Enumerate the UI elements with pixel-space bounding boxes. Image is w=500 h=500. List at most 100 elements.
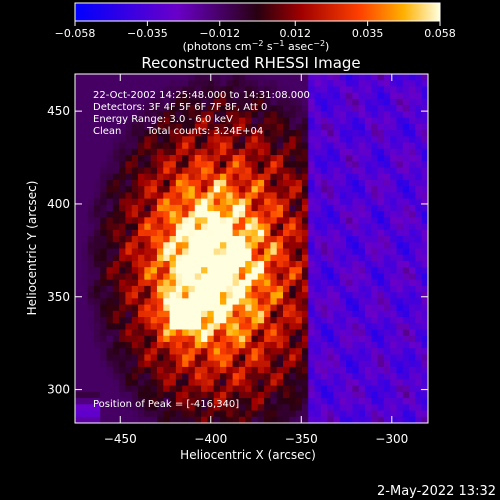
heatmap-cell: [270, 173, 278, 181]
heatmap-cell: [409, 229, 416, 237]
heatmap-cell: [245, 304, 253, 312]
heatmap-cell: [182, 142, 190, 150]
heatmap-cell: [163, 136, 171, 144]
heatmap-cell: [125, 179, 133, 187]
heatmap-cell: [100, 142, 108, 150]
heatmap-cell: [100, 248, 108, 256]
heatmap-cell: [175, 335, 183, 343]
heatmap-cell: [283, 211, 290, 218]
heatmap-cell: [390, 179, 398, 187]
heatmap-cell: [371, 285, 379, 293]
heatmap-cell: [383, 204, 391, 212]
heatmap-cell: [163, 310, 171, 318]
heatmap-cell: [421, 323, 428, 331]
heatmap-cell: [346, 335, 353, 343]
heatmap-cell: [207, 80, 215, 88]
heatmap-cell: [219, 404, 227, 412]
heatmap-cell: [383, 335, 391, 343]
heatmap-cell: [232, 98, 240, 106]
heatmap-cell: [119, 366, 127, 374]
heatmap-cell: [358, 273, 366, 281]
heatmap-cell: [100, 317, 108, 324]
heatmap-cell: [245, 391, 253, 399]
heatmap-cell: [339, 248, 347, 256]
heatmap-cell: [264, 416, 272, 423]
heatmap-cell: [112, 204, 120, 212]
heatmap-cell: [163, 292, 171, 299]
heatmap-cell: [238, 142, 246, 150]
heatmap-cell: [119, 123, 127, 131]
heatmap-cell: [106, 360, 114, 368]
heatmap-cell: [314, 373, 322, 380]
heatmap-cell: [358, 292, 366, 299]
heatmap-cell: [314, 273, 322, 281]
heatmap-cell: [301, 217, 309, 225]
heatmap-cell: [333, 211, 341, 218]
heatmap-cell: [396, 335, 404, 343]
heatmap-cell: [169, 179, 177, 187]
heatmap-cell: [364, 204, 372, 212]
heatmap-cell: [219, 229, 227, 237]
heatmap-cell: [245, 404, 253, 412]
heatmap-cell: [396, 117, 404, 125]
heatmap-cell: [402, 348, 410, 356]
heatmap-cell: [150, 92, 158, 100]
heatmap-cell: [390, 130, 398, 137]
heatmap-cell: [409, 123, 416, 131]
heatmap-cell: [100, 229, 108, 237]
heatmap-cell: [264, 304, 272, 312]
heatmap-cell: [289, 74, 297, 81]
heatmap-cell: [383, 404, 391, 412]
heatmap-cell: [245, 267, 253, 275]
heatmap-cell: [100, 416, 108, 423]
heatmap-cell: [175, 123, 183, 131]
heatmap-cell: [232, 410, 240, 418]
heatmap-cell: [201, 285, 208, 293]
heatmap-cell: [75, 360, 82, 368]
heatmap-cell: [283, 404, 290, 412]
heatmap-cell: [144, 186, 152, 194]
heatmap-cell: [188, 254, 196, 262]
heatmap-cell: [144, 74, 152, 81]
heatmap-cell: [188, 80, 196, 88]
heatmap-cell: [276, 204, 284, 212]
heatmap-cell: [106, 292, 114, 299]
heatmap-cell: [194, 341, 202, 349]
heatmap-cell: [138, 298, 145, 306]
heatmap-cell: [346, 229, 353, 237]
heatmap-cell: [131, 167, 139, 175]
heatmap-cell: [421, 179, 428, 187]
heatmap-cell: [264, 379, 272, 387]
heatmap-cell: [346, 410, 353, 418]
heatmap-cell: [295, 117, 303, 125]
heatmap-cell: [301, 391, 309, 399]
heatmap-cell: [226, 404, 234, 412]
heatmap-cell: [194, 273, 202, 281]
heatmap-cell: [207, 223, 215, 231]
heatmap-cell: [333, 142, 341, 150]
heatmap-cell: [358, 192, 366, 200]
heatmap-cell: [138, 304, 145, 312]
heatmap-cell: [144, 148, 152, 156]
heatmap-cell: [257, 348, 265, 356]
heatmap-cell: [421, 105, 428, 112]
heatmap-cell: [163, 211, 171, 218]
heatmap-cell: [93, 130, 101, 137]
heatmap-cell: [245, 298, 253, 306]
heatmap-cell: [364, 317, 372, 324]
heatmap-cell: [175, 354, 183, 362]
heatmap-cell: [125, 217, 133, 225]
heatmap-cell: [346, 373, 353, 380]
heatmap-cell: [396, 310, 404, 318]
heatmap-cell: [364, 273, 372, 281]
heatmap-cell: [402, 173, 410, 181]
heatmap-cell: [188, 74, 196, 81]
heatmap-cell: [308, 385, 316, 393]
heatmap-cell: [251, 298, 259, 306]
heatmap-cell: [257, 74, 265, 81]
heatmap-cell: [264, 74, 272, 81]
heatmap-cell: [402, 229, 410, 237]
heatmap-cell: [150, 198, 158, 206]
heatmap-cell: [156, 117, 164, 125]
heatmap-cell: [163, 117, 171, 125]
